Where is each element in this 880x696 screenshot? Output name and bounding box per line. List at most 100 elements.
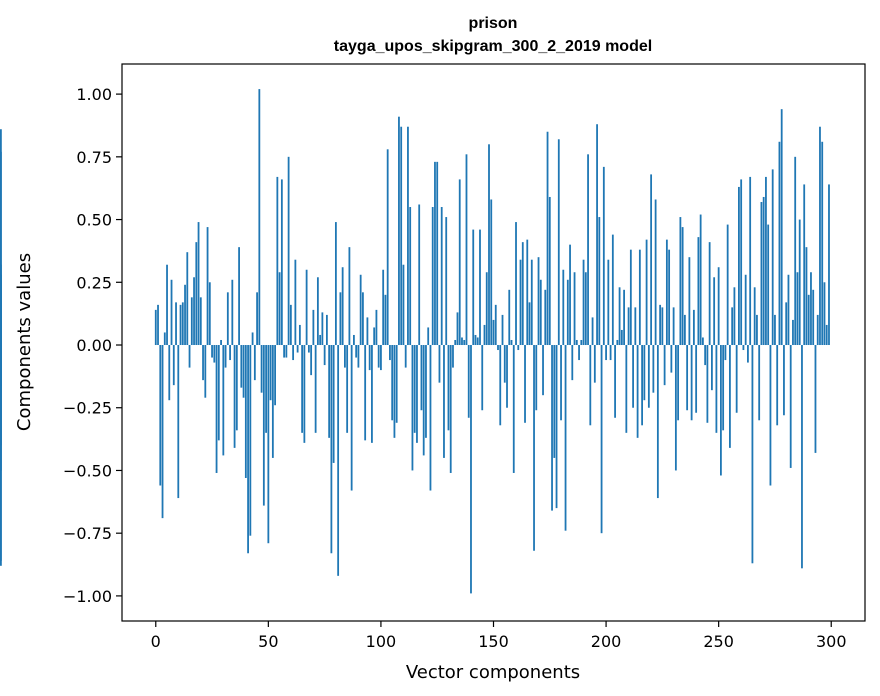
bar	[575, 339, 578, 346]
bar	[548, 196, 551, 346]
bar	[823, 282, 826, 346]
y-tick-label: 0.00	[76, 336, 112, 355]
bar	[731, 307, 734, 346]
bar	[181, 302, 184, 346]
bar	[427, 327, 430, 346]
bar	[449, 345, 452, 473]
bar	[447, 345, 450, 431]
bar	[794, 156, 797, 346]
bar	[701, 337, 704, 346]
bar	[186, 252, 189, 346]
bar	[508, 289, 511, 346]
bar	[289, 304, 292, 345]
chart-subtitle: tayga_upos_skipgram_300_2_2019 model	[334, 38, 652, 55]
bar	[240, 345, 243, 388]
bar	[580, 339, 583, 346]
bar	[292, 345, 295, 361]
bar	[287, 156, 290, 346]
bar	[0, 345, 2, 446]
bar	[479, 229, 481, 345]
bar	[692, 309, 695, 346]
bar	[553, 345, 556, 458]
bar	[618, 287, 621, 346]
bar	[665, 239, 668, 346]
bar	[627, 307, 630, 346]
bar	[362, 292, 364, 346]
bar	[756, 314, 758, 346]
bar	[501, 314, 504, 346]
bar	[722, 345, 725, 431]
y-tick-label: 0.50	[76, 211, 112, 230]
bar	[344, 345, 346, 368]
bar	[591, 317, 594, 346]
bar	[393, 345, 396, 438]
bar	[244, 345, 247, 478]
bar	[420, 345, 423, 411]
bar	[170, 279, 173, 345]
bar	[328, 345, 331, 438]
bar	[312, 309, 315, 346]
bar	[350, 345, 353, 491]
bar	[341, 267, 344, 346]
bar	[816, 314, 819, 346]
x-tick-label: 150	[478, 632, 509, 651]
bar	[560, 345, 562, 421]
y-tick-label: 0.25	[76, 273, 112, 292]
bar	[368, 345, 371, 371]
bar	[440, 207, 443, 346]
bar	[202, 345, 204, 381]
bar	[807, 294, 810, 346]
bar	[535, 345, 538, 411]
bar	[596, 124, 598, 346]
bar	[467, 345, 470, 418]
bar	[226, 292, 229, 346]
x-axis-ticks: 0 50 100 150 200 250 300	[151, 621, 847, 651]
bar	[425, 345, 427, 438]
bar	[749, 176, 752, 346]
bar	[776, 345, 779, 426]
bar	[456, 312, 459, 346]
bar	[366, 317, 369, 346]
bar	[0, 274, 2, 346]
bar	[465, 154, 468, 345]
bar	[454, 339, 457, 346]
bar	[659, 304, 662, 345]
bar	[172, 345, 175, 386]
bar	[690, 345, 693, 421]
bar	[0, 151, 2, 346]
bar	[177, 345, 180, 499]
bar	[373, 327, 376, 346]
bar	[285, 345, 288, 358]
bar	[346, 345, 349, 433]
bar	[681, 227, 684, 346]
bar	[418, 204, 421, 345]
bar	[386, 149, 389, 346]
bar	[247, 345, 249, 554]
x-tick-label: 50	[258, 632, 278, 651]
bar	[742, 345, 745, 351]
bar	[307, 345, 310, 353]
x-tick-label: 300	[816, 632, 847, 651]
bar	[402, 264, 405, 346]
bar	[265, 345, 267, 433]
bar	[726, 224, 729, 346]
bar	[404, 345, 407, 368]
bar	[515, 222, 517, 346]
bar	[632, 345, 634, 408]
bar	[294, 259, 297, 346]
bar	[384, 294, 387, 346]
bar	[190, 297, 193, 346]
bar	[364, 345, 367, 441]
bar	[810, 272, 812, 346]
bar	[537, 257, 540, 346]
bar	[744, 274, 747, 346]
y-axis-label: Components values	[14, 253, 35, 431]
bar	[330, 345, 333, 554]
bar	[711, 345, 713, 391]
bar	[278, 272, 281, 346]
bar	[253, 345, 256, 381]
bar	[706, 345, 709, 423]
bar	[438, 345, 441, 383]
bar	[652, 345, 655, 393]
